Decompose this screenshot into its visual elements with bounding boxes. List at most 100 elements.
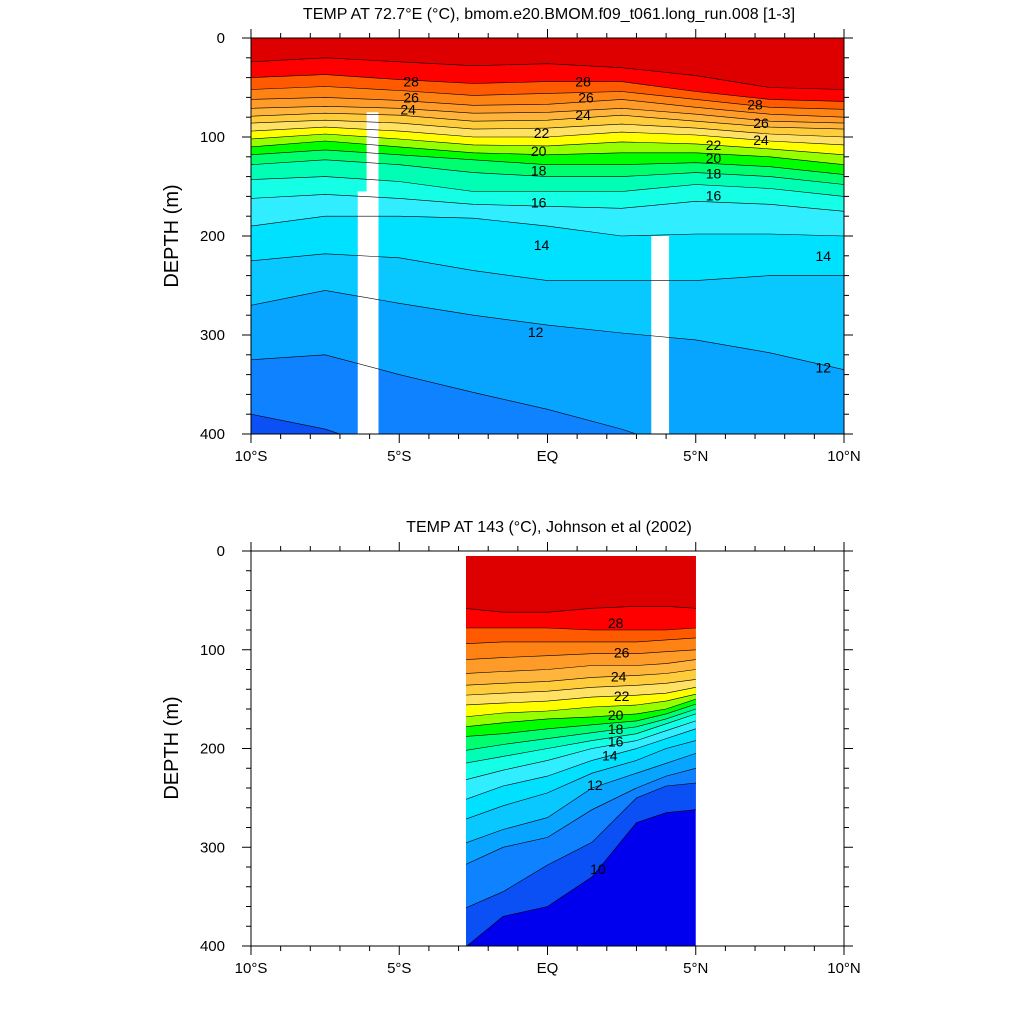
top-contour-label: 12 [815, 360, 831, 376]
bottom-isotherm-13 [466, 753, 696, 844]
top-contour-label: 16 [706, 187, 722, 203]
top-contour-lines [251, 57, 844, 434]
top-x-tick-label: 5°S [387, 448, 411, 465]
top-isotherm-23 [251, 119, 844, 138]
bottom-isotherm-22 [466, 687, 696, 706]
bottom-isotherm-24 [466, 669, 696, 686]
bottom-isotherm-18 [466, 708, 696, 751]
bottom-y-tick-label: 200 [200, 741, 225, 758]
top-contour-label: 12 [528, 324, 544, 340]
top-contour-label: 20 [531, 143, 547, 159]
top-ticks: 10°S 5°S EQ 5°N 10°N 0 100 200 300 400 [200, 29, 861, 465]
top-contour-fills [251, 38, 844, 434]
top-isotherm-19 [251, 149, 844, 175]
top-contour-label: 14 [815, 248, 831, 264]
bottom-contour-label: 16 [608, 734, 624, 750]
bottom-x-tick-label: 10°S [235, 960, 268, 977]
top-contour-label: 14 [534, 237, 550, 253]
bottom-contour-fills [466, 556, 696, 946]
top-band-29 [251, 38, 844, 90]
top-gaps [357, 112, 670, 434]
top-contour-label: 24 [400, 101, 416, 117]
top-contour-label: 22 [534, 125, 550, 141]
bottom-isotherm-27 [466, 637, 696, 645]
top-x-tick-label: 10°S [235, 448, 268, 465]
bottom-contour-label: 26 [614, 645, 630, 661]
top-isotherm-26 [251, 97, 844, 118]
top-contour-label: 16 [531, 194, 547, 210]
bottom-isotherm-26 [466, 649, 696, 660]
top-gap-1 [366, 112, 379, 434]
top-isotherm-12 [251, 354, 638, 434]
bottom-isotherm-20 [466, 698, 696, 727]
bottom-x-tick-label: EQ [537, 960, 559, 977]
bottom-contour-lines [466, 606, 696, 946]
bottom-isotherm-21 [466, 693, 696, 718]
top-panel: TEMP AT 72.7°E (°C), bmom.e20.BMOM.f09_t… [161, 6, 861, 465]
bottom-y-tick-label: 300 [200, 839, 225, 856]
bottom-isotherm-17 [466, 713, 696, 764]
top-x-tick-label: 5°N [683, 448, 708, 465]
bottom-band-29 [466, 556, 696, 613]
top-contour-labels: 2826242826242220181614122826242220181614… [400, 74, 831, 376]
bottom-isotherm-10 [466, 809, 696, 946]
top-isotherm-16 [251, 194, 844, 212]
top-contour-label: 24 [575, 107, 591, 123]
bottom-x-tick-label: 5°S [387, 960, 411, 977]
bottom-y-tick-label: 100 [200, 642, 225, 659]
bottom-isotherm-12 [466, 768, 696, 865]
top-gap-2 [651, 236, 670, 434]
top-contour-label: 26 [753, 115, 769, 131]
top-x-tick-label: 10°N [827, 448, 861, 465]
top-contour-label: 18 [706, 166, 722, 182]
bottom-contour-label: 18 [608, 721, 624, 737]
bottom-contour-label: 14 [602, 747, 618, 763]
bottom-isotherm-19 [466, 703, 696, 737]
top-isotherm-25 [251, 105, 844, 124]
bottom-isotherm-16 [466, 720, 696, 781]
top-isotherm-14 [251, 253, 844, 281]
top-contour-label: 22 [706, 137, 722, 153]
top-isotherm-13 [251, 290, 844, 370]
top-contour-label: 26 [403, 89, 419, 105]
bottom-isotherm-11 [466, 782, 696, 909]
top-isotherm-29 [251, 57, 844, 90]
bottom-y-tick-label: 400 [200, 938, 225, 955]
top-y-tick-label: 0 [217, 30, 225, 47]
bottom-panel: TEMP AT 143 (°C), Johnson et al (2002) 2… [161, 519, 861, 977]
top-y-tick-label: 100 [200, 129, 225, 146]
top-isotherm-21 [251, 133, 844, 156]
top-contour-label: 28 [403, 74, 419, 90]
bottom-x-tick-label: 10°N [827, 960, 861, 977]
top-contour-label: 24 [753, 132, 769, 148]
bottom-contour-label: 28 [608, 615, 624, 631]
bottom-y-tick-label: 0 [217, 543, 225, 560]
top-chart-title: TEMP AT 72.7°E (°C), bmom.e20.BMOM.f09_t… [303, 6, 795, 23]
top-y-tick-label: 300 [200, 327, 225, 344]
top-contour-label: 26 [578, 89, 594, 105]
bottom-contour-label: 10 [590, 861, 606, 877]
top-isotherm-20 [251, 140, 844, 165]
bottom-contour-label: 20 [608, 707, 624, 723]
top-x-tick-label: EQ [537, 448, 559, 465]
top-contour-label: 18 [531, 163, 547, 179]
top-y-tick-label: 400 [200, 426, 225, 443]
bottom-contour-label: 22 [614, 688, 630, 704]
top-isotherm-24 [251, 112, 844, 130]
top-isotherm-28 [251, 74, 844, 102]
bottom-isotherm-23 [466, 679, 696, 696]
top-isotherm-18 [251, 159, 844, 185]
bottom-isotherm-29 [466, 606, 696, 613]
top-isotherm-15 [251, 215, 844, 237]
bottom-x-tick-label: 5°N [683, 960, 708, 977]
top-isotherm-22 [251, 126, 844, 146]
bottom-chart-title: TEMP AT 143 (°C), Johnson et al (2002) [406, 519, 692, 536]
bottom-isotherm-25 [466, 659, 696, 674]
bottom-ticks: 10°S 5°S EQ 5°N 10°N 0 100 200 300 400 [200, 542, 861, 977]
top-isotherm-17 [251, 176, 844, 197]
top-contour-label: 20 [706, 150, 722, 166]
top-y-tick-label: 200 [200, 228, 225, 245]
bottom-isotherm-14 [466, 740, 696, 820]
